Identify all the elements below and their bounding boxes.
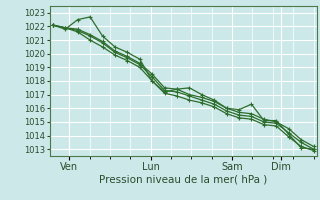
X-axis label: Pression niveau de la mer( hPa ): Pression niveau de la mer( hPa ) — [99, 174, 267, 184]
